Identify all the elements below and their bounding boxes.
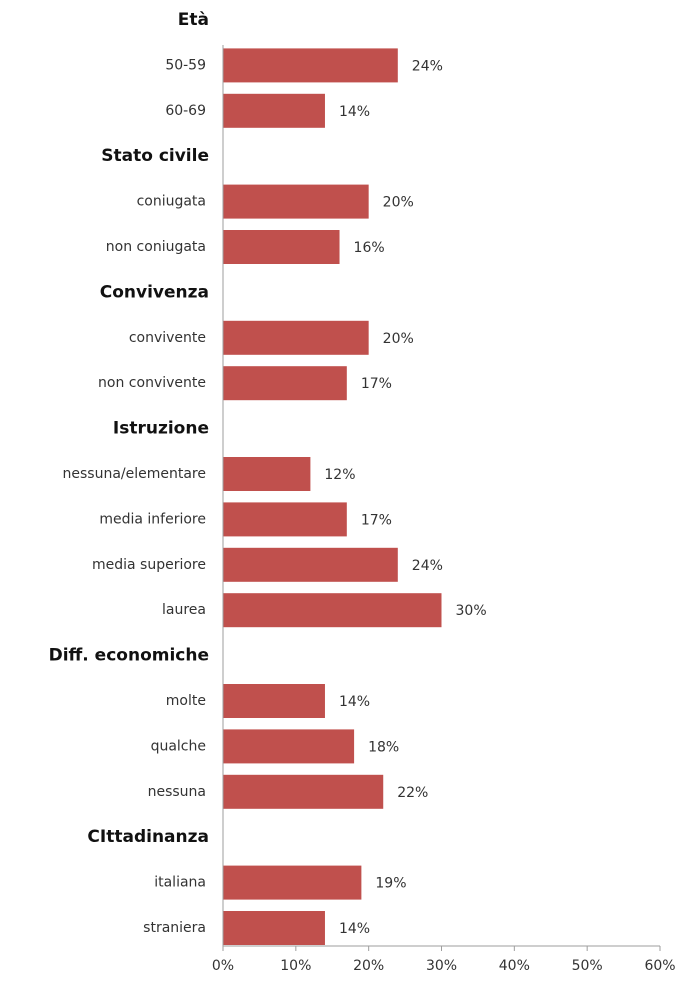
bar — [223, 320, 369, 355]
group-title: Istruzione — [113, 419, 209, 439]
value-label: 17% — [361, 512, 392, 528]
bar — [223, 184, 369, 219]
bar — [223, 774, 384, 809]
x-tick-label: 20% — [353, 958, 384, 974]
bar — [223, 366, 347, 401]
x-tick-label: 60% — [644, 958, 675, 974]
category-label: molte — [166, 693, 206, 709]
x-tick-label: 10% — [280, 958, 311, 974]
group-title: Diff. economiche — [49, 646, 209, 666]
bar — [223, 502, 347, 537]
bar — [223, 230, 340, 264]
category-label: nessuna/elementare — [63, 466, 207, 482]
x-tick-label: 0% — [212, 958, 234, 974]
value-label: 14% — [339, 104, 370, 120]
bar — [223, 547, 398, 582]
category-label: media superiore — [92, 557, 206, 573]
group-title: Stato civile — [101, 146, 209, 166]
category-label: coniugata — [137, 194, 206, 210]
category-label: media inferiore — [99, 511, 206, 527]
bar — [223, 93, 325, 128]
bar — [223, 48, 398, 83]
value-label: 19% — [375, 876, 406, 892]
value-label: 20% — [383, 195, 414, 211]
group-title: CIttadinanza — [87, 827, 209, 847]
x-tick-label: 40% — [499, 958, 530, 974]
value-label: 16% — [354, 240, 385, 256]
bar — [223, 911, 325, 945]
bar — [223, 865, 362, 900]
category-label: non convivente — [98, 375, 206, 391]
value-label: 20% — [383, 331, 414, 347]
value-label: 30% — [456, 603, 487, 619]
value-label: 24% — [412, 58, 443, 74]
category-label: straniera — [143, 920, 206, 936]
value-label: 24% — [412, 558, 443, 574]
category-label: non coniugata — [106, 239, 206, 255]
x-tick-label: 30% — [426, 958, 457, 974]
value-label: 18% — [368, 739, 399, 755]
bar — [223, 457, 311, 491]
category-label: laurea — [162, 602, 206, 618]
category-label: nessuna — [148, 784, 206, 800]
bar — [223, 729, 355, 764]
group-title: Età — [178, 10, 209, 30]
value-label: 14% — [339, 921, 370, 937]
bar — [223, 593, 442, 628]
category-label: qualche — [151, 738, 206, 754]
x-tick-label: 50% — [572, 958, 603, 974]
category-label: convivente — [129, 330, 206, 346]
category-label: 60-69 — [165, 103, 206, 119]
value-label: 14% — [339, 694, 370, 710]
value-label: 22% — [397, 785, 428, 801]
group-title: Convivenza — [100, 282, 209, 302]
bar — [223, 684, 325, 718]
category-label: italiana — [154, 875, 206, 891]
category-label: 50-59 — [165, 57, 206, 73]
value-label: 12% — [324, 467, 355, 483]
value-label: 17% — [361, 376, 392, 392]
